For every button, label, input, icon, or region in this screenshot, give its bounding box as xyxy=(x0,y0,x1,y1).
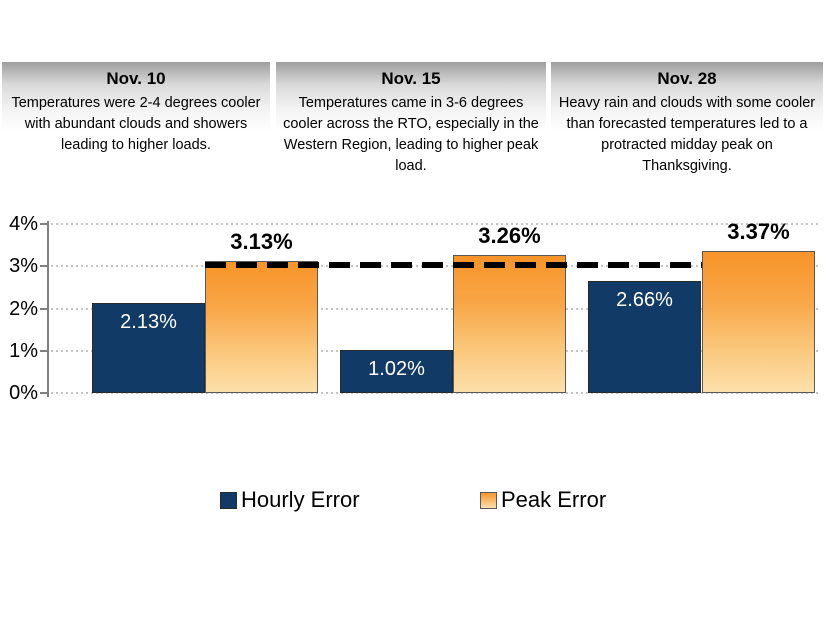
annotation-box-nov-28: Nov. 28 Heavy rain and clouds with some … xyxy=(551,62,823,174)
y-tick-label: 4% xyxy=(9,213,38,235)
annotation-box-nov-10: Nov. 10 Temperatures were 2-4 degrees co… xyxy=(2,62,270,174)
hourly-error-swatch xyxy=(220,491,237,509)
y-tick xyxy=(40,308,48,310)
legend-label-hourly: Hourly Error xyxy=(241,487,360,512)
bar-peak-nov-28 xyxy=(702,251,815,393)
peak-error-swatch xyxy=(480,491,497,509)
y-tick-label: 0% xyxy=(9,382,38,404)
annotation-text: Temperatures were 2-4 degrees cooler wit… xyxy=(11,95,261,154)
y-tick xyxy=(40,392,48,394)
annotation-text: Temperatures came in 3-6 degrees cooler … xyxy=(283,95,539,175)
annotation-box-nov-15: Nov. 15 Temperatures came in 3-6 degrees… xyxy=(276,62,546,174)
y-tick xyxy=(40,223,48,225)
annotation-date: Nov. 15 xyxy=(381,69,441,88)
bar-hourly-nov-28 xyxy=(588,281,701,393)
legend-item-peak-error: Peak Error xyxy=(480,487,606,513)
bar-peak-nov-10 xyxy=(205,261,318,393)
bar-label-hourly-nov-10: 2.13% xyxy=(120,311,177,333)
bar-label-hourly-nov-28: 2.66% xyxy=(616,289,673,311)
bar-label-peak-nov-10: 3.13% xyxy=(230,229,293,254)
annotation-text: Heavy rain and clouds with some cooler t… xyxy=(558,95,816,175)
reference-line xyxy=(205,262,702,268)
bar-label-peak-nov-15: 3.26% xyxy=(478,223,541,248)
y-tick-label: 2% xyxy=(9,298,38,320)
bar-peak-nov-15 xyxy=(453,255,566,393)
legend-label-peak: Peak Error xyxy=(501,487,607,512)
annotation-date: Nov. 28 xyxy=(657,69,717,88)
y-tick xyxy=(40,350,48,352)
y-axis xyxy=(47,221,49,397)
gridline-0% xyxy=(51,392,821,394)
bar-label-hourly-nov-15: 1.02% xyxy=(368,358,425,380)
bar-hourly-nov-15 xyxy=(340,350,453,393)
y-tick-label: 3% xyxy=(9,255,38,277)
bar-label-peak-nov-28: 3.37% xyxy=(727,219,790,244)
y-tick xyxy=(40,265,48,267)
gridline-4% xyxy=(51,223,821,225)
legend-item-hourly-error: Hourly Error xyxy=(220,487,360,513)
bar-hourly-nov-10 xyxy=(92,303,205,393)
annotation-date: Nov. 10 xyxy=(106,69,166,88)
y-tick-label: 1% xyxy=(9,340,38,362)
gridline-2% xyxy=(51,308,821,310)
